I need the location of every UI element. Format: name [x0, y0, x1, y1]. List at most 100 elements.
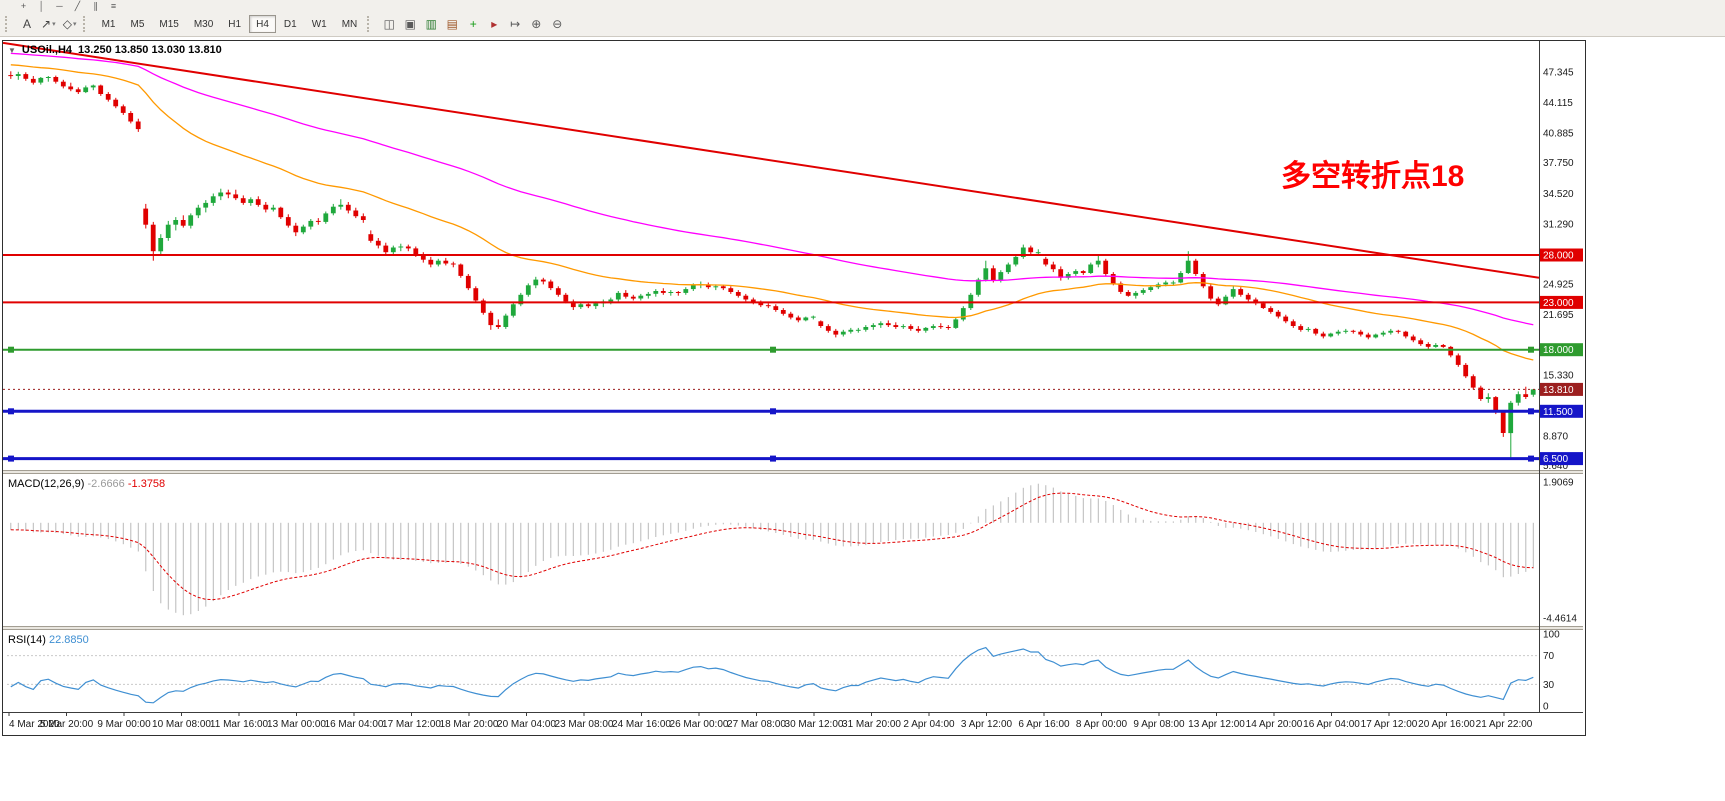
fibonacci-icon[interactable]: ≡ [110, 1, 117, 11]
macd-panel[interactable] [3, 474, 1539, 626]
panel-divider[interactable] [3, 626, 1583, 630]
svg-text:8 Apr 00:00: 8 Apr 00:00 [1076, 719, 1128, 730]
svg-text:24 Mar 16:00: 24 Mar 16:00 [612, 719, 671, 730]
svg-text:9 Mar 00:00: 9 Mar 00:00 [97, 719, 151, 730]
line-handle[interactable] [8, 408, 14, 415]
rsi-panel[interactable] [3, 630, 1539, 712]
svg-text:3 Apr 12:00: 3 Apr 12:00 [961, 719, 1013, 730]
rsi-axis-label: 30 [1543, 680, 1555, 691]
price-tag: 28.000 [1540, 248, 1583, 262]
vertical-line-icon[interactable]: │ [38, 1, 45, 11]
panel-divider[interactable] [3, 470, 1583, 474]
chart-shift-icon[interactable]: ↦ [505, 15, 525, 33]
dropdown-arrow-icon: ▾ [52, 21, 56, 28]
timeframe-d1-button[interactable]: D1 [277, 15, 304, 33]
macd-header: MACD(12,26,9) -2.6666 -1.3758 [8, 478, 165, 490]
price-tag: 11.500 [1540, 404, 1583, 418]
chart-buttons-group: ◫ ▣ ▥ ▤ + ▸ ↦ ⊕ ⊖ [379, 15, 567, 33]
dropdown-arrow-icon: ▾ [72, 21, 77, 28]
zoom-in-icon[interactable]: ⊕ [526, 15, 546, 33]
line-handle[interactable] [1528, 455, 1534, 462]
zoom-out-icon[interactable]: ⊖ [547, 15, 567, 33]
toolbar-grip[interactable] [82, 16, 92, 32]
toolbar-grip[interactable] [5, 16, 14, 32]
svg-text:16 Mar 04:00: 16 Mar 04:00 [325, 719, 384, 730]
horizontal-line-icon[interactable]: ─ [56, 1, 63, 11]
macd-signal-line[interactable] [10, 492, 1534, 601]
price-tag: 18.000 [1540, 343, 1583, 357]
svg-text:14 Apr 20:00: 14 Apr 20:00 [1246, 719, 1303, 730]
rsi-header: RSI(14) 22.8850 [8, 634, 89, 646]
ma-slow-line[interactable] [10, 52, 1534, 326]
svg-text:10 Mar 08:00: 10 Mar 08:00 [152, 719, 211, 730]
chart-svg[interactable]: 47.345 44.115 40.885 37.750 34.520 31.290 24.9… [2, 41, 1583, 733]
svg-text:27 Mar 08:00: 27 Mar 08:00 [727, 719, 786, 730]
svg-text:28.000: 28.000 [1543, 251, 1574, 262]
svg-text:21.695: 21.695 [1543, 310, 1574, 321]
ma-fast-line[interactable] [10, 64, 1534, 361]
chart-title: ▼ USOil.,H4 13.250 13.850 13.030 13.810 [8, 44, 222, 56]
svg-text:26 Mar 00:00: 26 Mar 00:00 [670, 719, 729, 730]
arrows-tool[interactable]: ↗ ▾ [38, 15, 59, 33]
tile-windows-icon[interactable]: ◫ [379, 15, 399, 33]
annotation-text[interactable]: 多空转折点18 [1281, 160, 1465, 193]
timeframe-m30-button[interactable]: M30 [187, 15, 220, 33]
timeframe-h4-button[interactable]: H4 [249, 15, 276, 33]
svg-text:2 Apr 04:00: 2 Apr 04:00 [903, 719, 955, 730]
svg-text:37.750: 37.750 [1543, 158, 1574, 169]
line-handle[interactable] [1528, 346, 1534, 353]
svg-text:20 Apr 16:00: 20 Apr 16:00 [1418, 719, 1475, 730]
svg-text:30 Mar 12:00: 30 Mar 12:00 [785, 719, 844, 730]
equidistant-channel-icon[interactable]: ∥ [93, 1, 98, 11]
svg-text:6 Apr 16:00: 6 Apr 16:00 [1018, 719, 1070, 730]
svg-text:34.520: 34.520 [1543, 189, 1574, 200]
main-toolbar-row: A ↗ ▾ ◇ ▾ M1 M5 M15 M30 H1 H4 D1 W1 MN ◫ ▣ ▥ ▤ + ▸ ↦ ⊕ ⊖ [2, 14, 567, 34]
rsi-line[interactable] [10, 646, 1534, 704]
cascade-windows-icon[interactable]: ▣ [400, 15, 420, 33]
chart-canvas[interactable]: 47.345 44.115 40.885 37.750 34.520 31.290 24.9… [2, 41, 1583, 733]
new-chart-icon[interactable]: ▥ [421, 15, 441, 33]
svg-text:17 Mar 12:00: 17 Mar 12:00 [382, 719, 441, 730]
line-handle[interactable] [770, 408, 776, 415]
line-handle[interactable] [770, 346, 776, 353]
indicators-list-icon[interactable]: + [463, 15, 483, 33]
svg-text:11.500: 11.500 [1543, 407, 1573, 418]
macd-histogram[interactable] [10, 483, 1534, 616]
toolbar-grip[interactable] [367, 16, 376, 32]
price-tag: 23.000 [1540, 295, 1583, 309]
line-handle[interactable] [770, 455, 776, 462]
svg-text:8.870: 8.870 [1543, 432, 1568, 443]
timeframe-w1-button[interactable]: W1 [305, 15, 334, 33]
crosshair-icon[interactable]: + [20, 1, 27, 11]
svg-text:17 Apr 12:00: 17 Apr 12:00 [1361, 719, 1418, 730]
line-handle[interactable] [1528, 408, 1534, 415]
trendline-icon[interactable]: ╱ [74, 1, 81, 11]
text-label-tool[interactable]: A [17, 15, 37, 33]
svg-text:5 Mar 20:00: 5 Mar 20:00 [40, 719, 94, 730]
timeframe-m15-button[interactable]: M15 [152, 15, 185, 33]
svg-text:23 Mar 08:00: 23 Mar 08:00 [555, 719, 614, 730]
line-handle[interactable] [8, 346, 14, 353]
svg-text:20 Mar 04:00: 20 Mar 04:00 [497, 719, 556, 730]
price-axis[interactable]: 47.345 44.115 40.885 37.750 34.520 31.290 24.9… [1543, 67, 1574, 472]
profiles-icon[interactable]: ▤ [442, 15, 462, 33]
macd-axis-label: -4.4614 [1543, 613, 1577, 624]
chart-window: 47.345 44.115 40.885 37.750 34.520 31.290 24.9… [2, 40, 1586, 736]
svg-text:9 Apr 08:00: 9 Apr 08:00 [1133, 719, 1185, 730]
timeframe-m1-button[interactable]: M1 [95, 15, 123, 33]
rsi-axis-label: 70 [1543, 651, 1555, 662]
timeframe-h1-button[interactable]: H1 [221, 15, 248, 33]
svg-text:21 Apr 22:00: 21 Apr 22:00 [1476, 719, 1533, 730]
shapes-tool[interactable]: ◇ ▾ [60, 15, 80, 33]
timeframe-mn-button[interactable]: MN [335, 15, 365, 33]
autoscroll-icon[interactable]: ▸ [484, 15, 504, 33]
timeframe-m5-button[interactable]: M5 [123, 15, 151, 33]
svg-text:15.330: 15.330 [1543, 371, 1574, 382]
line-handle[interactable] [8, 455, 14, 462]
svg-text:18.000: 18.000 [1543, 345, 1574, 356]
one-click-trading-arrow[interactable]: ▼ [8, 45, 16, 55]
price-tag: 13.810 [1540, 382, 1583, 396]
trendline-object[interactable] [2, 41, 1540, 279]
chart-ohlc-values: 13.250 13.850 13.030 13.810 [78, 44, 222, 56]
